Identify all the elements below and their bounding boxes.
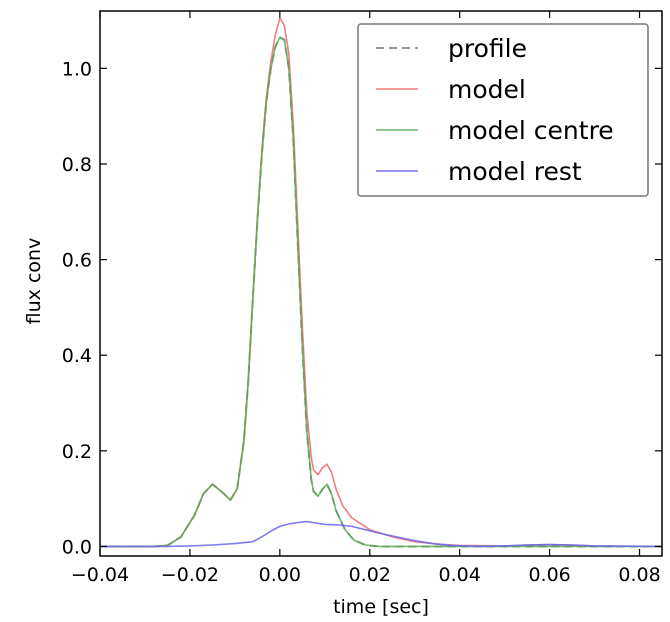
x-tick-label: 0.04 (439, 564, 481, 586)
x-axis: −0.04 −0.02 0.00 0.02 0.04 0.06 0.08 (71, 11, 661, 586)
y-tick-label: 0.0 (62, 536, 92, 558)
x-tick-label: 0.08 (618, 564, 660, 586)
axes-frame (99, 10, 663, 557)
x-tick-label: −0.04 (71, 564, 129, 586)
x-tick-label: −0.02 (161, 564, 219, 586)
legend-label: model (448, 75, 526, 104)
x-tick-label: 0.00 (259, 564, 301, 586)
x-axis-label: time [sec] (333, 596, 429, 618)
legend: profile model model centre model rest (357, 23, 649, 197)
x-tick-label: 0.06 (528, 564, 570, 586)
y-axis: 0.0 0.2 0.4 0.6 0.8 1.0 (62, 58, 662, 558)
x-tick-label: 0.02 (349, 564, 391, 586)
series-line-model-centre (100, 36, 662, 548)
y-axis-label: flux conv (23, 238, 45, 325)
legend-label: profile (448, 34, 527, 63)
legend-box (357, 23, 649, 197)
legend-label: model rest (448, 157, 582, 186)
y-tick-label: 0.8 (62, 154, 92, 176)
y-tick-label: 0.6 (62, 250, 92, 272)
y-tick-label: 0.2 (62, 441, 92, 463)
legend-label: model centre (448, 116, 614, 145)
y-tick-label: 0.4 (62, 345, 92, 367)
plot-frame (99, 10, 663, 557)
y-tick-label: 1.0 (62, 58, 92, 80)
plot-area (100, 17, 662, 548)
series-line-model-rest (100, 520, 662, 548)
